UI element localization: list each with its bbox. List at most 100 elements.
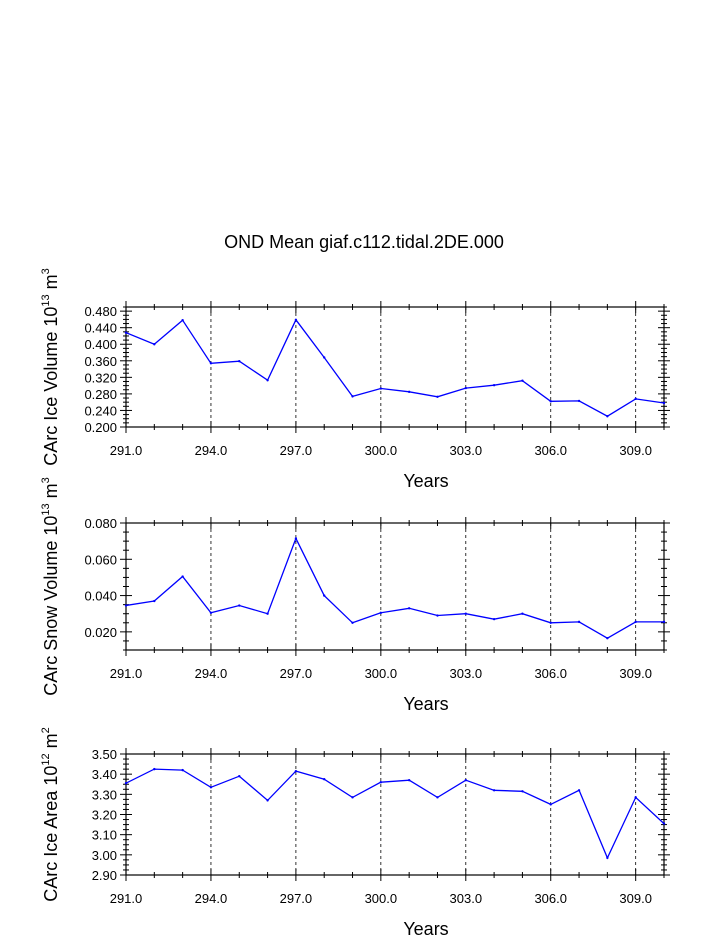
x-tick-label: 303.0 xyxy=(450,666,483,681)
data-point xyxy=(549,621,552,624)
y-tick-label: 0.320 xyxy=(84,370,117,385)
data-point xyxy=(209,611,213,615)
x-tick-label: 306.0 xyxy=(534,666,567,681)
data-point xyxy=(662,620,666,624)
y-axis-label-exponent: 12 xyxy=(40,753,52,765)
y-tick-label: 3.40 xyxy=(92,767,117,782)
data-point xyxy=(577,789,581,792)
data-point xyxy=(238,604,241,607)
data-point xyxy=(606,856,609,860)
data-point xyxy=(634,620,637,624)
x-tick-label: 309.0 xyxy=(619,443,652,458)
data-point xyxy=(606,415,609,418)
series-line-ice-area xyxy=(125,768,665,860)
y-axis-label: CArc Ice Area 1012 m2 xyxy=(40,727,61,901)
data-point xyxy=(153,599,156,603)
data-point xyxy=(153,343,156,346)
data-point xyxy=(521,379,524,382)
y-axis-label-unit: m xyxy=(41,274,61,294)
y-axis-label-exponent: 13 xyxy=(40,294,52,306)
data-point xyxy=(181,319,184,322)
y-axis-label-main: CArc Ice Area 10 xyxy=(41,766,61,902)
data-point xyxy=(266,612,269,615)
x-tick-label: 291.0 xyxy=(110,443,143,458)
y-tick-label: 0.020 xyxy=(84,625,117,640)
plot-frame xyxy=(125,522,665,651)
data-point xyxy=(238,774,241,778)
data-point xyxy=(209,786,213,789)
y-axis-label-main: CArc Ice Volume 10 xyxy=(41,307,61,466)
y-axis-label-unit-exponent: 3 xyxy=(40,477,52,483)
x-tick-label: 309.0 xyxy=(619,891,652,906)
data-point xyxy=(436,796,439,799)
y-tick-label: 0.200 xyxy=(84,420,117,435)
y-tick-label: 0.040 xyxy=(84,589,117,604)
data-point xyxy=(351,395,354,398)
data-point xyxy=(662,822,666,825)
y-axis-label-exponent: 13 xyxy=(40,503,52,515)
data-point xyxy=(124,782,128,785)
y-tick-label: 0.060 xyxy=(84,552,117,567)
x-tick-label: 309.0 xyxy=(619,666,652,681)
x-axis-label: Years xyxy=(403,694,448,714)
data-point xyxy=(294,318,298,322)
panel-ice-area: 2.90 3.00 3.10 3.20 3.30 3.40 3.50 291.0 294.0 29… xyxy=(40,727,670,935)
y-tick-label: 0.240 xyxy=(84,403,117,418)
data-point xyxy=(294,769,298,773)
data-point xyxy=(407,607,411,610)
data-point xyxy=(407,779,411,782)
x-tick-label: 291.0 xyxy=(110,666,143,681)
data-point xyxy=(464,779,467,782)
y-tick-label: 3.50 xyxy=(92,747,117,762)
data-point xyxy=(436,395,439,398)
y-tick-label: 3.10 xyxy=(92,828,117,843)
data-point xyxy=(266,799,269,802)
data-point xyxy=(379,611,383,615)
x-tick-label: 294.0 xyxy=(195,891,228,906)
data-point xyxy=(124,604,128,607)
data-point xyxy=(209,362,213,365)
x-tick-label: 300.0 xyxy=(365,891,398,906)
x-tick-label: 300.0 xyxy=(365,666,398,681)
data-point xyxy=(407,390,411,394)
data-point xyxy=(436,614,439,617)
y-axis-label-unit-exponent: 3 xyxy=(40,268,52,274)
y-tick-label: 2.90 xyxy=(92,868,117,883)
y-tick-label: 3.20 xyxy=(92,808,117,823)
y-axis-label-unit: m xyxy=(41,733,61,753)
data-point xyxy=(606,637,609,640)
x-tick-label: 297.0 xyxy=(280,443,313,458)
data-point xyxy=(379,781,383,784)
y-tick-label: 0.080 xyxy=(84,516,117,531)
y-axis-label: CArc Ice Volume 1013 m3 xyxy=(40,268,61,465)
x-axis-label: Years xyxy=(403,471,448,491)
y-tick-label: 3.30 xyxy=(92,787,117,802)
data-point xyxy=(577,399,581,403)
data-point xyxy=(464,612,467,615)
x-tick-label: 291.0 xyxy=(110,891,143,906)
data-point xyxy=(492,384,496,387)
x-tick-label: 300.0 xyxy=(365,443,398,458)
data-point xyxy=(238,360,241,363)
data-point xyxy=(549,803,552,806)
data-point xyxy=(351,621,354,624)
y-axis-label-main: CArc Snow Volume 10 xyxy=(41,516,61,696)
data-point xyxy=(577,620,581,624)
data-point xyxy=(266,379,269,382)
plot-frame xyxy=(125,753,665,876)
y-axis-label-unit: m xyxy=(41,483,61,503)
data-point xyxy=(549,400,552,403)
data-point xyxy=(634,397,637,401)
data-point xyxy=(323,778,326,781)
x-tick-label: 306.0 xyxy=(534,891,567,906)
x-tick-label: 294.0 xyxy=(195,443,228,458)
y-tick-label: 0.440 xyxy=(84,321,117,336)
data-point xyxy=(323,356,326,359)
y-tick-label: 0.280 xyxy=(84,387,117,402)
x-tick-label: 303.0 xyxy=(450,443,483,458)
data-point xyxy=(464,386,467,390)
x-tick-label: 303.0 xyxy=(450,891,483,906)
data-point xyxy=(379,387,383,390)
